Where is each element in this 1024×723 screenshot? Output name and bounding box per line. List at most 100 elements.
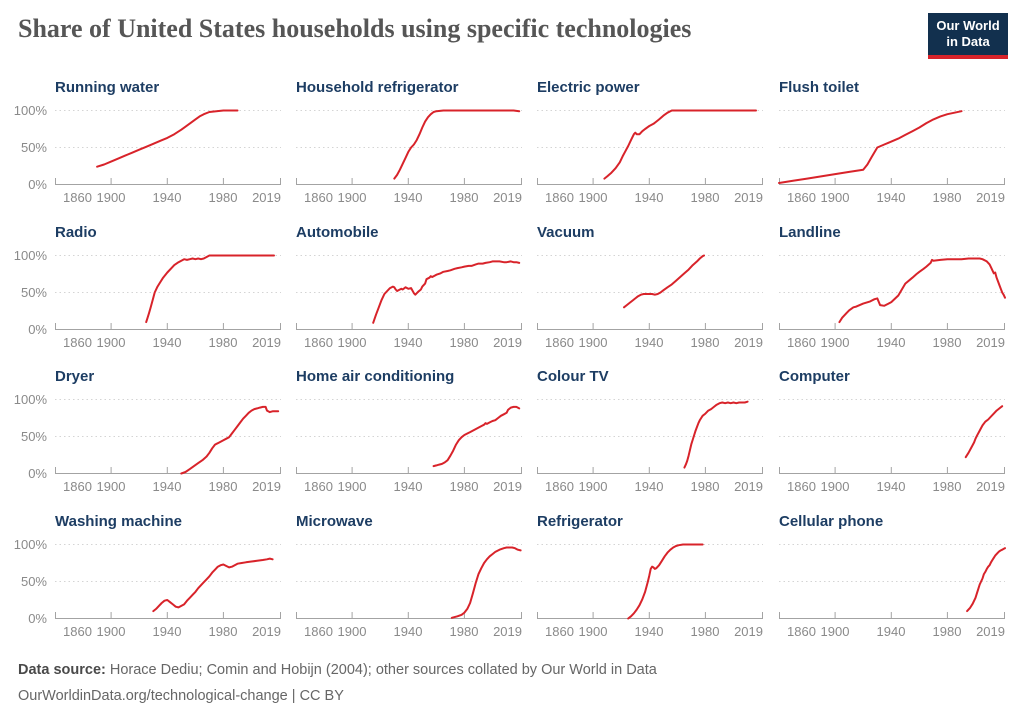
x-axis-tick-labels: 1860 1900 1940 1980 2019 (296, 479, 522, 494)
x-tick-label: 2019 (734, 190, 763, 205)
line-plot (55, 254, 281, 330)
x-axis-tick-labels: 1860 1900 1940 1980 2019 (537, 190, 763, 205)
x-tick-label: 1860 (545, 335, 574, 350)
x-tick-label: 1860 (545, 624, 574, 639)
chart-title: Washing machine (55, 513, 182, 530)
x-axis-tick-labels: 1860 1900 1940 1980 2019 (296, 624, 522, 639)
x-tick-label: 1900 (820, 479, 850, 494)
x-tick-label: 1900 (820, 624, 850, 639)
x-tick-label: 2019 (493, 479, 522, 494)
x-tick-label: 2019 (493, 624, 522, 639)
x-axis-tick-labels: 1860 1900 1940 1980 2019 (537, 624, 763, 639)
x-tick-label: 1940 (152, 335, 182, 350)
y-tick-label: 0% (28, 322, 47, 337)
x-tick-label: 1860 (787, 335, 816, 350)
x-tick-label: 1900 (578, 479, 608, 494)
x-axis-tick-labels: 1860 1900 1940 1980 2019 (296, 190, 522, 205)
chart-home-air-conditioning: Home air conditioning 1860 1900 1940 1980 20… (296, 368, 522, 496)
y-tick-label: 0% (28, 466, 47, 481)
x-tick-label: 1860 (304, 624, 333, 639)
x-tick-label: 1980 (932, 624, 962, 639)
chart-title: Vacuum (537, 224, 595, 241)
chart-title: Landline (779, 224, 841, 241)
x-tick-label: 1860 (545, 479, 574, 494)
x-tick-label: 1980 (208, 624, 238, 639)
x-tick-label: 1860 (304, 479, 333, 494)
chart-cellular-phone: Cellular phone 1860 1900 1940 1980 2019 (779, 513, 1006, 641)
x-tick-label: 1940 (634, 624, 664, 639)
chart-microwave: Microwave 1860 1900 1940 1980 2019 (296, 513, 522, 641)
chart-title: Radio (55, 224, 97, 241)
chart-colour-tv: Colour TV 1860 1900 1940 1980 2019 (537, 368, 763, 496)
x-tick-label: 2019 (252, 479, 281, 494)
owid-logo-line2: in Data (946, 34, 990, 49)
x-tick-label: 2019 (734, 335, 763, 350)
chart-vacuum: Vacuum 1860 1900 1940 1980 2019 (537, 224, 763, 352)
data-source-label: Data source: (18, 662, 106, 678)
x-tick-label: 1980 (690, 190, 720, 205)
x-tick-label: 1980 (208, 479, 238, 494)
y-tick-label: 100% (13, 392, 47, 407)
x-tick-label: 1940 (876, 190, 906, 205)
x-tick-label: 1940 (393, 624, 423, 639)
y-axis-tick-labels: 100% 50% 0% (1, 513, 47, 641)
x-axis-tick-labels: 1860 1900 1940 1980 2019 (296, 335, 522, 350)
x-tick-label: 1940 (152, 190, 182, 205)
x-tick-label: 2019 (252, 335, 281, 350)
owid-logo-line1: Our World (936, 18, 1000, 33)
chart-flush-toilet: Flush toilet 1860 1900 1940 1980 2019 (778, 79, 1005, 207)
x-tick-label: 1900 (337, 479, 367, 494)
line-plot (55, 109, 281, 185)
chart-title: Cellular phone (779, 513, 884, 530)
chart-washing-machine: Washing machine 100% 50% 0% 1860 1900 1940 19… (14, 513, 281, 641)
page-title: Share of United States households using … (18, 14, 692, 43)
x-tick-label: 2019 (734, 479, 763, 494)
x-tick-label: 1900 (96, 335, 126, 350)
x-tick-label: 1860 (63, 479, 92, 494)
url-license-line[interactable]: OurWorldinData.org/technological-change … (18, 688, 344, 704)
line-plot (296, 544, 522, 619)
line-plot (779, 399, 1005, 474)
chart-title: Dryer (55, 368, 95, 385)
x-tick-label: 1900 (578, 335, 608, 350)
x-tick-label: 2019 (976, 624, 1005, 639)
x-tick-label: 1980 (449, 624, 479, 639)
x-tick-label: 1860 (787, 624, 816, 639)
x-tick-label: 1980 (932, 190, 962, 205)
x-tick-label: 1860 (304, 190, 333, 205)
y-tick-label: 0% (28, 611, 47, 626)
x-tick-label: 1900 (820, 190, 850, 205)
x-tick-label: 1900 (337, 190, 367, 205)
x-tick-label: 1900 (96, 479, 126, 494)
chart-computer: Computer 1860 1900 1940 1980 2019 (779, 368, 1005, 496)
x-tick-label: 1940 (393, 190, 423, 205)
line-plot (537, 399, 763, 474)
y-tick-label: 50% (20, 574, 47, 589)
x-tick-label: 1900 (578, 190, 608, 205)
x-tick-label: 1900 (337, 335, 367, 350)
x-tick-label: 1900 (578, 624, 608, 639)
y-tick-label: 100% (13, 248, 47, 263)
x-tick-label: 1940 (393, 479, 423, 494)
x-tick-label: 1900 (337, 624, 367, 639)
y-axis-tick-labels: 100% 50% 0% (1, 224, 47, 352)
x-tick-label: 2019 (976, 479, 1005, 494)
line-plot (537, 109, 763, 185)
x-axis-tick-labels: 1860 1900 1940 1980 2019 (55, 624, 281, 639)
chart-title: Refrigerator (537, 513, 623, 530)
owid-logo[interactable]: Our World in Data (928, 13, 1008, 59)
y-axis-tick-labels: 100% 50% 0% (1, 79, 47, 207)
chart-electric-power: Electric power 1860 1900 1940 1980 2019 (537, 79, 763, 207)
line-plot (537, 543, 763, 620)
x-tick-label: 1940 (152, 479, 182, 494)
line-plot (55, 544, 281, 619)
x-tick-label: 1980 (932, 479, 962, 494)
footer-note: Data source: Horace Dediu; Comin and Hob… (18, 657, 657, 709)
line-plot (537, 254, 763, 330)
y-tick-label: 100% (13, 103, 47, 118)
chart-running-water: Running water 100% 50% 0% 1860 1900 1940 1980… (14, 79, 281, 207)
chart-title: Household refrigerator (296, 79, 459, 96)
x-axis-tick-labels: 1860 1900 1940 1980 2019 (55, 190, 281, 205)
x-tick-label: 2019 (976, 335, 1005, 350)
x-tick-label: 2019 (493, 335, 522, 350)
